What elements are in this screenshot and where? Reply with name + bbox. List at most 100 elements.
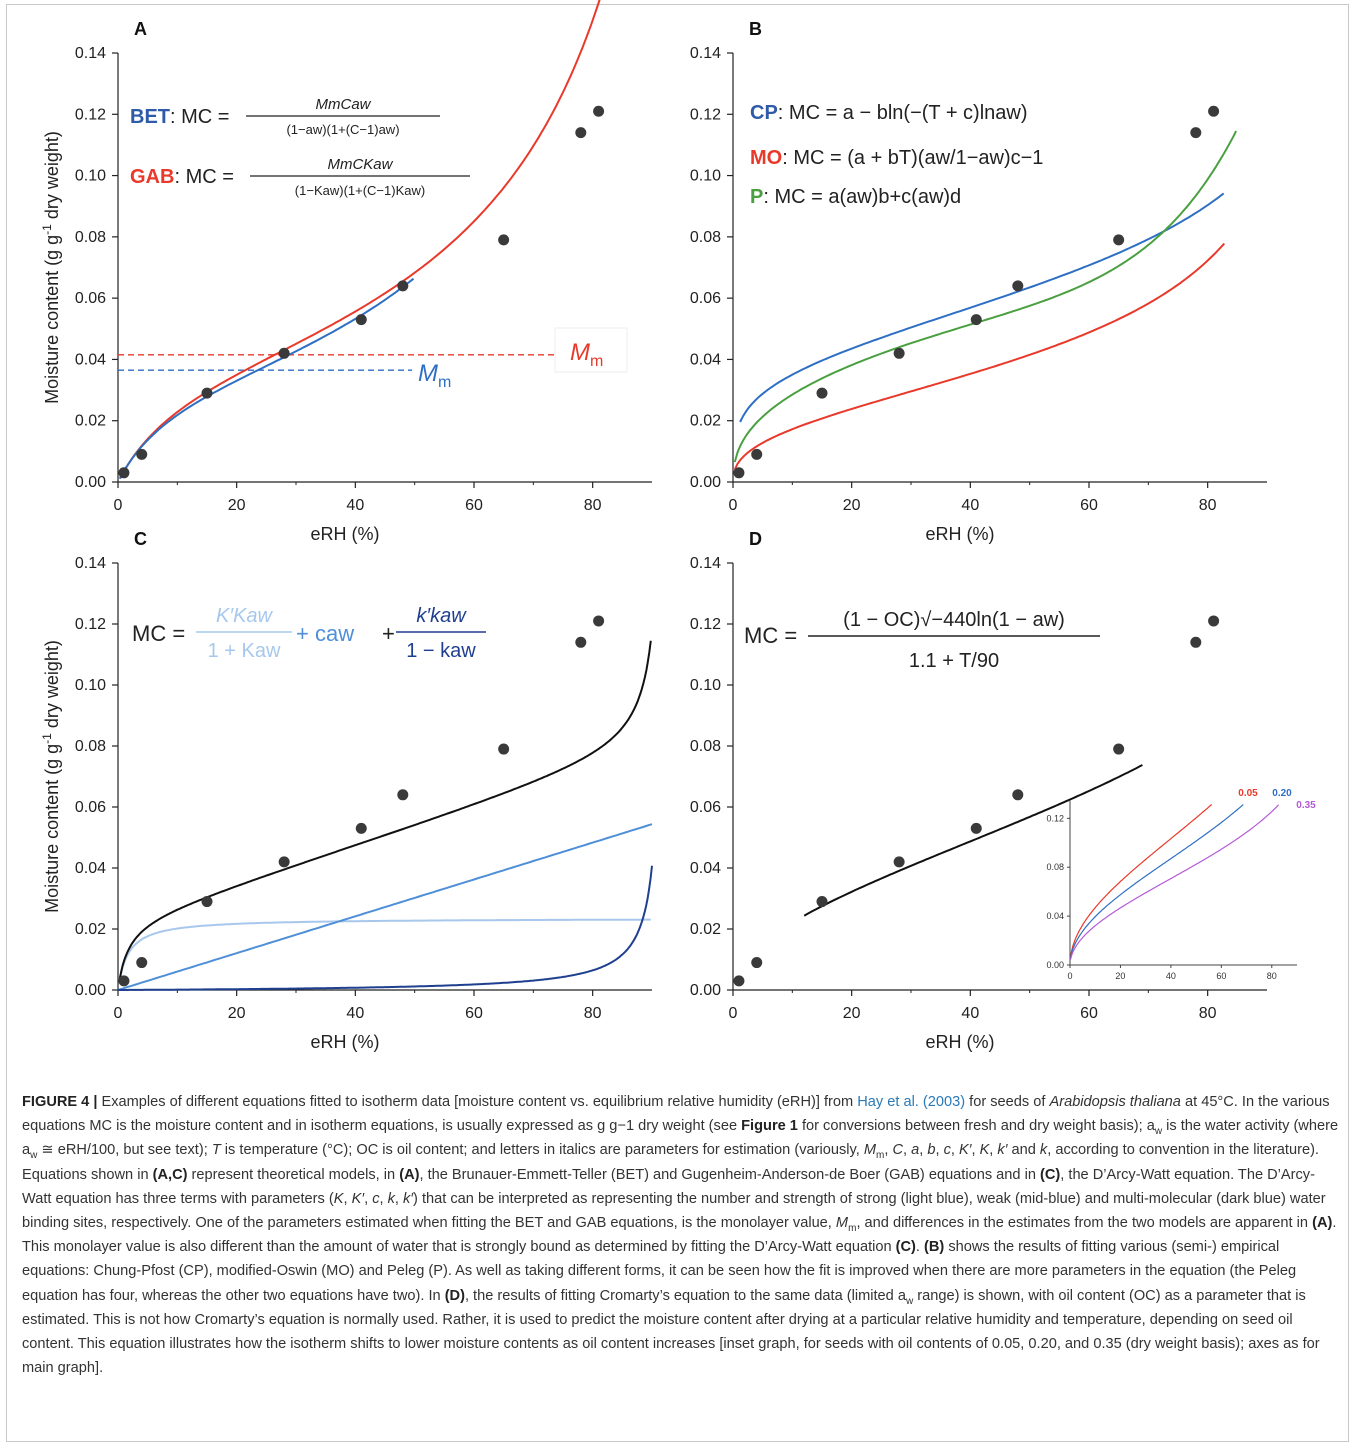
data-point xyxy=(970,314,982,326)
darcy-watt-total-curve xyxy=(118,640,652,979)
p-curve xyxy=(733,130,1237,463)
y-tick-label: 0.06 xyxy=(75,290,106,307)
inset-curve-0.20 xyxy=(1069,804,1244,959)
panel-B: 0 20 40 60 80 0.00 0.02 0.04 0.06 0.08 0.10 0.12 0.1… xyxy=(690,19,1267,544)
inset-y-tick-label: 0.08 xyxy=(1046,862,1064,872)
caption-segment: a xyxy=(911,1142,920,1159)
multi-molecular-curve xyxy=(118,865,653,991)
data-point xyxy=(751,957,763,969)
caption-segment: c xyxy=(943,1142,951,1159)
data-point xyxy=(1190,127,1202,139)
data-point xyxy=(355,314,367,326)
caption-segment: Figure 1 xyxy=(741,1118,798,1135)
x-tick-label: 20 xyxy=(228,1005,246,1022)
caption-segment: , according to convention in the literat… xyxy=(22,1142,1319,1183)
caption-segment: k′ xyxy=(403,1190,414,1207)
data-point xyxy=(201,896,213,908)
y-tick-label: 0.10 xyxy=(75,168,106,185)
mm-label-box xyxy=(554,327,628,373)
data-point xyxy=(397,280,409,292)
y-axis-label: Moisture content (g g-1 dry weight) xyxy=(40,640,62,913)
caption-segment: is temperature (°C); OC is oil content; … xyxy=(220,1142,864,1159)
data-point xyxy=(1113,234,1125,246)
caption-segment: (A,C) xyxy=(152,1166,188,1183)
data-point xyxy=(1012,789,1024,801)
caption-segment: K′ xyxy=(958,1142,972,1159)
caption-segment: (B) xyxy=(924,1239,945,1256)
caption-segment: . This monolayer value is also different… xyxy=(22,1215,1337,1256)
y-tick-label: 0.10 xyxy=(690,677,721,694)
caption-segment: , xyxy=(394,1190,403,1207)
caption-segment: , the Brunauer-Emmett-Teller (BET) and G… xyxy=(419,1166,1041,1183)
x-tick-label: 80 xyxy=(584,497,602,514)
inset-y-tick-label: 0.04 xyxy=(1046,911,1064,921)
caption-segment: , and differences in the estimates from … xyxy=(856,1215,1313,1232)
x-axis-label: eRH (%) xyxy=(925,1032,994,1052)
x-axis-label: eRH (%) xyxy=(310,524,379,544)
x-axis-label: eRH (%) xyxy=(310,1032,379,1052)
data-point xyxy=(751,448,763,460)
caption-segment: K xyxy=(333,1190,344,1207)
cp-curve xyxy=(739,192,1225,423)
inset-y-tick-label: 0.00 xyxy=(1046,960,1064,970)
x-tick-label: 60 xyxy=(1080,1005,1098,1022)
x-tick-label: 0 xyxy=(114,1005,123,1022)
caption-segment: m xyxy=(848,1222,857,1234)
data-point xyxy=(1208,615,1220,627)
y-tick-label: 0.00 xyxy=(690,982,721,999)
data-point xyxy=(498,234,510,246)
equation-cp: CP: MC = a − bln(−(T + c)lnaw) xyxy=(750,102,1028,124)
y-tick-label: 0.04 xyxy=(690,351,721,368)
mo-curve xyxy=(733,242,1226,470)
caption-segment: M xyxy=(863,1142,876,1159)
caption-segment: and xyxy=(1007,1142,1040,1159)
y-tick-label: 0.14 xyxy=(690,45,721,62)
gab-mm-label: Mm xyxy=(570,339,603,370)
caption-segment: ≅ eRH/100, but see text); xyxy=(37,1142,212,1159)
x-tick-label: 20 xyxy=(843,497,861,514)
bet-equation: BET: MC = xyxy=(130,106,229,128)
figure-caption: FIGURE 4 | Examples of different equatio… xyxy=(22,1090,1340,1380)
caption-segment: K′ xyxy=(351,1190,365,1207)
y-tick-label: 0.02 xyxy=(75,921,106,938)
inset-curve-0.05 xyxy=(1069,803,1213,958)
inset-x-tick-label: 40 xyxy=(1166,971,1176,981)
y-tick-label: 0.08 xyxy=(690,229,721,246)
caption-segment: b xyxy=(927,1142,936,1159)
figure-frame xyxy=(6,4,1349,1442)
panel-letter: C xyxy=(134,529,147,549)
panel-letter: D xyxy=(749,529,762,549)
caption-segment: (A) xyxy=(399,1166,420,1183)
caption-segment: , the results of fitting Cromarty’s equa… xyxy=(464,1287,906,1304)
caption-segment: shows the results of fitting various (se… xyxy=(22,1239,1297,1304)
equation-numerator: (1 − OC)√−440ln(1 − aw) xyxy=(843,609,1065,631)
inset-series-label: 0.35 xyxy=(1296,800,1316,811)
caption-segment: , xyxy=(343,1190,352,1207)
x-tick-label: 80 xyxy=(1199,1005,1217,1022)
x-tick-label: 0 xyxy=(114,497,123,514)
caption-segment: k′ xyxy=(997,1142,1008,1159)
cromarty-curve xyxy=(803,764,1143,917)
caption-segment: , xyxy=(989,1142,998,1159)
caption-segment: c xyxy=(372,1190,380,1207)
y-tick-label: 0.04 xyxy=(75,351,106,368)
y-tick-label: 0.00 xyxy=(75,982,106,999)
x-tick-label: 60 xyxy=(1080,497,1098,514)
caption-body: Examples of different equations fitted t… xyxy=(22,1094,1338,1376)
y-tick-label: 0.02 xyxy=(690,921,721,938)
gab-curve xyxy=(118,0,601,480)
y-tick-label: 0.08 xyxy=(690,738,721,755)
caption-segment: for seeds of xyxy=(965,1094,1050,1110)
inset-curve-0.35 xyxy=(1069,804,1280,960)
data-point xyxy=(575,636,587,648)
term1-numerator: K′Kaw xyxy=(216,605,274,627)
data-point xyxy=(575,127,587,139)
x-tick-label: 60 xyxy=(465,497,483,514)
data-point xyxy=(816,387,828,399)
data-point xyxy=(397,789,409,801)
caption-segment: , xyxy=(884,1142,893,1159)
caption-segment: M xyxy=(835,1215,849,1232)
y-tick-label: 0.14 xyxy=(75,555,106,572)
data-point xyxy=(593,615,605,627)
caption-segment: k xyxy=(1039,1142,1048,1159)
